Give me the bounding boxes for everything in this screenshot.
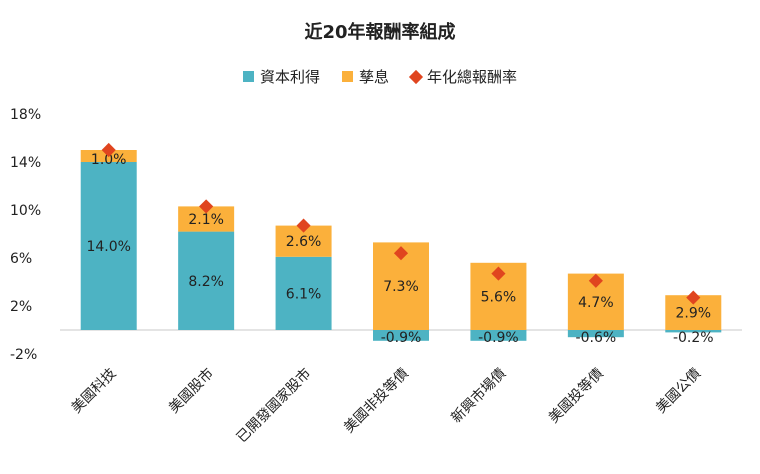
marker-total-return [686,290,701,305]
legend-label-interest: 孳息 [358,68,389,86]
legend-swatch-interest [341,71,353,82]
y-tick-label: 14% [10,155,41,171]
data-label-interest: 2.9% [675,306,711,322]
y-tick-label: 18% [10,107,41,123]
chart-title: 近20年報酬率組成 [304,22,456,43]
bar-capital-gain [80,162,137,330]
bar-capital-gain [567,330,624,338]
marker-total-return [491,266,506,281]
x-category-label: 美國投等債 [545,365,607,427]
data-label-capital-gain: 14.0% [86,239,130,255]
legend-item-total-return: 年化總報酬率 [408,66,518,87]
data-label-interest: 5.6% [481,289,517,305]
x-category-label: 已開發國家股市 [233,365,314,446]
x-category-label: 美國股市 [165,365,217,417]
data-label-capital-gain: 8.2% [188,274,224,290]
data-label-capital-gain: -0.2% [673,330,714,346]
bar-capital-gain [275,256,332,330]
y-tick-label: -2% [10,347,37,363]
data-label-interest: 2.6% [286,234,322,250]
data-label-capital-gain: -0.6% [576,330,617,346]
legend-swatch-capital-gain [242,71,254,82]
data-label-interest: 2.1% [188,212,224,228]
x-category-label: 美國公債 [653,366,704,417]
data-label-capital-gain: -0.9% [478,330,519,346]
bar-capital-gain [178,231,235,330]
marker-total-return [393,246,409,261]
x-category-label: 美國非投等債 [340,365,411,436]
bar-capital-gain [470,330,527,341]
data-label-interest: 1.0% [91,152,127,168]
legend-item-interest: 孳息 [341,66,389,87]
y-tick-label: 10% [10,203,41,219]
bar-capital-gain [665,330,722,333]
legend-item-capital-gain: 資本利得 [242,66,320,87]
data-label-capital-gain: 6.1% [286,286,322,302]
marker-total-return [199,199,214,214]
legend-label-total-return: 年化總報酬率 [427,68,518,86]
y-tick-label: 6% [10,251,32,267]
x-category-label: 美國科技 [69,366,120,417]
legend: 資本利得 孳息 年化總報酬率 [0,66,760,87]
y-tick-label: 2% [10,299,32,315]
marker-total-return [588,273,603,288]
legend-label-capital-gain: 資本利得 [259,68,320,86]
data-label-capital-gain: -0.9% [381,330,422,346]
data-label-interest: 4.7% [578,295,614,311]
marker-total-return [296,218,311,233]
bar-capital-gain [373,330,429,341]
x-category-label: 新興市場債 [448,365,510,427]
data-label-interest: 7.3% [383,279,419,295]
